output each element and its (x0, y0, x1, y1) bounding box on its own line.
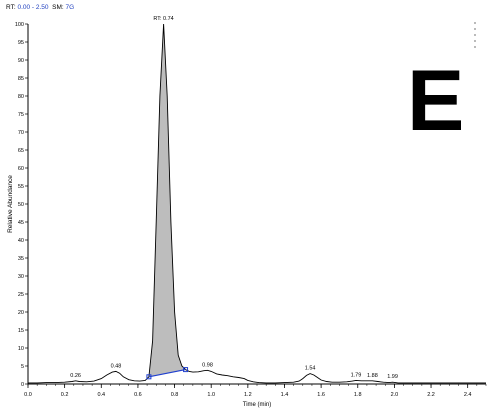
x-tick-label: 0.8 (171, 392, 179, 398)
x-tick-label: 0.0 (24, 392, 32, 398)
y-tick-label: 70 (18, 130, 24, 136)
y-tick-label: 25 (18, 292, 24, 298)
sm-label: SM: (52, 4, 64, 11)
y-tick-label: 0 (21, 382, 24, 388)
y-tick-label: 100 (15, 22, 24, 28)
y-axis-label: Relative Abundance (7, 175, 14, 233)
integration-end-marker (183, 367, 189, 373)
x-tick-label: 1.0 (207, 392, 215, 398)
x-tick-label: 2.4 (464, 392, 472, 398)
y-tick-label: 65 (18, 148, 24, 154)
peak-label: 1.79 (351, 372, 362, 378)
peak-label: 0.48 (111, 363, 122, 369)
integration-start-marker (146, 374, 152, 380)
x-tick-label: 1.2 (244, 392, 252, 398)
y-tick-label: 95 (18, 40, 24, 46)
y-tick-label: 35 (18, 256, 24, 262)
y-tick-label: 45 (18, 220, 24, 226)
y-tick-label: 50 (18, 202, 24, 208)
x-tick-label: 1.4 (281, 392, 289, 398)
peak-label: 0.98 (202, 362, 213, 368)
rt-range: 0.00 - 2.50 (17, 4, 49, 11)
peak-label: 1.99 (387, 374, 398, 380)
chart-header: RT: 0.00 - 2.50 SM: 7G (6, 4, 74, 11)
integration-baseline (148, 369, 186, 378)
y-tick-label: 30 (18, 274, 24, 280)
integrated-peak-area (148, 24, 186, 377)
x-tick-label: 2.0 (391, 392, 399, 398)
y-tick-label: 15 (18, 328, 24, 334)
y-tick-label: 55 (18, 184, 24, 190)
peak-label: 1.88 (367, 373, 378, 379)
y-tick-label: 90 (18, 58, 24, 64)
y-tick-label: 10 (18, 346, 24, 352)
y-tick-label: 80 (18, 94, 24, 100)
x-tick-label: 0.2 (61, 392, 69, 398)
rt-label: RT: (6, 4, 16, 11)
x-tick-label: 0.6 (134, 392, 142, 398)
panel-letter: E (407, 53, 465, 149)
peak-label: 0.26 (70, 373, 81, 379)
peak-label: 1.54 (305, 366, 316, 372)
x-tick-label: 1.8 (354, 392, 362, 398)
y-tick-label: 5 (21, 364, 24, 370)
x-tick-label: 0.4 (97, 392, 105, 398)
y-tick-label: 85 (18, 76, 24, 82)
y-tick-label: 60 (18, 166, 24, 172)
y-tick-label: 40 (18, 238, 24, 244)
chromatogram-trace (28, 23, 486, 384)
sm-value: 7G (65, 4, 75, 11)
x-tick-label: 1.6 (317, 392, 325, 398)
peak-label: RT: 0.74 (153, 16, 173, 22)
y-tick-label: 75 (18, 112, 24, 118)
x-axis-label: Time (min) (243, 402, 271, 408)
x-tick-label: 2.2 (427, 392, 435, 398)
y-tick-label: 20 (18, 310, 24, 316)
